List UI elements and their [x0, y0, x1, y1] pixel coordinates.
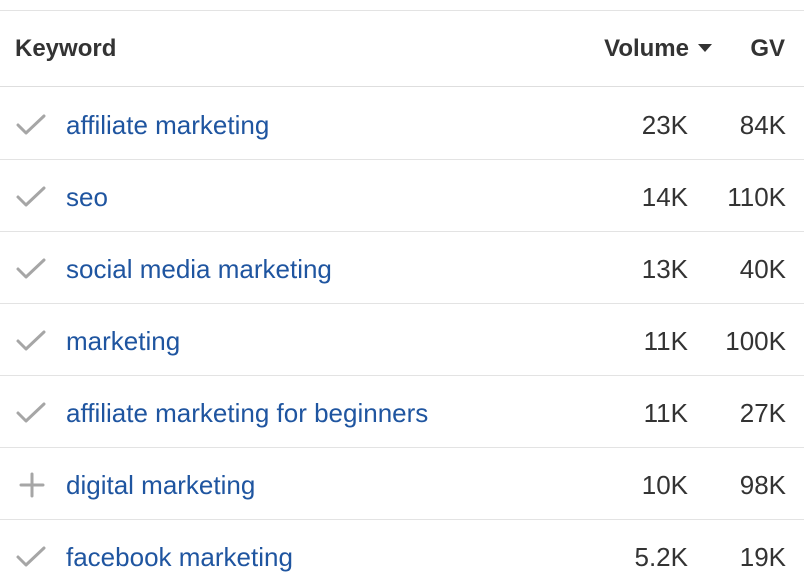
table-row: digital marketing 10K 98K [0, 448, 804, 520]
plus-icon[interactable] [15, 472, 49, 498]
check-icon[interactable] [15, 112, 49, 138]
gv-value: 100K [725, 326, 786, 356]
gv-value: 110K [727, 182, 786, 212]
table-header: Keyword Volume GV [0, 11, 804, 87]
volume-value: 23K [641, 110, 688, 140]
check-icon[interactable] [15, 184, 49, 210]
gv-value: 19K [739, 542, 786, 572]
column-header-volume-label: Volume [604, 35, 689, 62]
table-row: seo 14K 110K [0, 160, 804, 232]
keyword-link[interactable]: digital marketing [66, 470, 256, 500]
table-row: marketing 11K 100K [0, 304, 804, 376]
table-row: affiliate marketing 23K 84K [0, 88, 804, 160]
table-top-border [0, 10, 804, 11]
volume-value: 14K [641, 182, 688, 212]
check-icon[interactable] [15, 328, 49, 354]
gv-value: 98K [739, 470, 786, 500]
check-icon[interactable] [15, 544, 49, 570]
check-icon[interactable] [15, 400, 49, 426]
gv-value: 27K [739, 398, 786, 428]
keyword-link[interactable]: facebook marketing [66, 542, 293, 572]
volume-value: 11K [643, 326, 688, 356]
table-row: social media marketing 13K 40K [0, 232, 804, 304]
volume-value: 11K [643, 398, 688, 428]
column-header-keyword[interactable]: Keyword [15, 35, 117, 62]
table-row: affiliate marketing for beginners 11K 27… [0, 376, 804, 448]
caret-down-icon [698, 43, 712, 52]
gv-value: 84K [739, 110, 786, 140]
keyword-link[interactable]: seo [66, 182, 108, 212]
table-row: facebook marketing 5.2K 19K [0, 520, 804, 588]
keyword-link[interactable]: affiliate marketing [66, 110, 270, 140]
volume-value: 5.2K [634, 542, 689, 572]
keyword-link[interactable]: marketing [66, 326, 181, 356]
gv-value: 40K [739, 254, 786, 284]
volume-value: 10K [641, 470, 688, 500]
volume-value: 13K [641, 254, 688, 284]
keyword-link[interactable]: social media marketing [66, 254, 332, 284]
keyword-link[interactable]: affiliate marketing for beginners [66, 398, 429, 428]
column-header-volume[interactable]: Volume [604, 11, 712, 87]
check-icon[interactable] [15, 256, 49, 282]
column-header-gv[interactable]: GV [750, 35, 785, 62]
